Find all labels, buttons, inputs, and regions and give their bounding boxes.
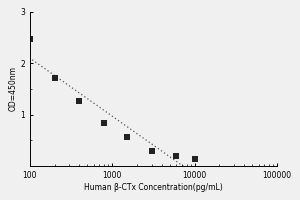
Point	[102, 121, 107, 124]
Point	[174, 155, 179, 158]
Point	[124, 136, 129, 139]
Point	[52, 76, 57, 79]
Point	[149, 149, 154, 152]
Y-axis label: OD=450nm: OD=450nm	[8, 66, 17, 111]
Point	[192, 158, 197, 161]
Point	[27, 37, 32, 40]
Point	[77, 99, 82, 102]
X-axis label: Human β-CTx Concentration(pg/mL): Human β-CTx Concentration(pg/mL)	[84, 183, 223, 192]
